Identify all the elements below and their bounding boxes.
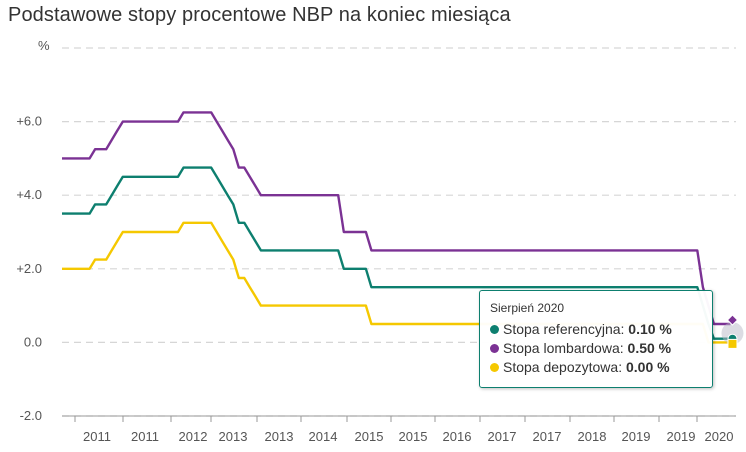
x-axis-ticks: 2011 2011 2012 2013 2013 2014 2015 2015 2016 2017…	[74, 416, 734, 444]
x-tick-label: 2019	[667, 429, 696, 444]
tooltip-value: 0.50 %	[627, 340, 672, 356]
x-tick-label: 2013	[265, 429, 294, 444]
series-line-stopa-referencyjna	[62, 166, 731, 340]
x-tick-label: 2014	[309, 429, 338, 444]
y-tick-label: +6.0	[16, 114, 42, 129]
y-axis-ticks: % +6.0 +4.0 +2.0 0.0 -2.0	[16, 38, 50, 423]
x-tick-label: 2018	[578, 429, 607, 444]
x-tick-label: 2017	[533, 429, 562, 444]
tooltip-label: Stopa depozytowa:	[503, 359, 623, 375]
x-tick-label: 2013	[219, 429, 248, 444]
y-axis-unit-label: %	[38, 38, 50, 53]
tooltip-value: 0.00 %	[625, 359, 670, 375]
tooltip-label: Stopa lombardowa:	[503, 340, 624, 356]
x-tick-label: 2019	[622, 429, 651, 444]
x-tick-label: 2015	[399, 429, 428, 444]
x-tick-label: 2016	[443, 429, 472, 444]
y-tick-label: +2.0	[16, 261, 42, 276]
x-tick-label: 2012	[179, 429, 208, 444]
tooltip-row-referencyjna: Stopa referencyjna: 0.10 %	[490, 320, 702, 339]
tooltip-row-depozytowa: Stopa depozytowa: 0.00 %	[490, 358, 702, 377]
tooltip-label: Stopa referencyjna:	[503, 321, 625, 337]
tooltip-value: 0.10 %	[628, 321, 672, 337]
y-tick-label: -2.0	[20, 408, 42, 423]
y-tick-label: +4.0	[16, 187, 42, 202]
x-tick-label: 2011	[131, 429, 159, 444]
hover-markers	[721, 314, 744, 349]
hover-halo	[721, 322, 744, 345]
x-tick-label: 2015	[355, 429, 384, 444]
hover-tooltip: Sierpień 2020 Stopa referencyjna: 0.10 %…	[479, 290, 713, 388]
x-tick-label: 2020	[705, 429, 734, 444]
x-tick-label: 2017	[488, 429, 517, 444]
tooltip-title: Sierpień 2020	[490, 301, 565, 315]
x-tick-label: 2011	[83, 429, 111, 444]
series-line-stopa-lombardowa	[62, 111, 731, 326]
series-dot-icon	[490, 325, 499, 334]
chart-title: Podstawowe stopy procentowe NBP na konie…	[8, 4, 511, 26]
marker-lombardowa	[726, 314, 739, 326]
y-tick-label: 0.0	[24, 334, 42, 349]
marker-depozytowa	[727, 338, 738, 349]
series-dot-icon	[490, 344, 499, 353]
tooltip-row-lombardowa: Stopa lombardowa: 0.50 %	[490, 339, 702, 358]
series-dot-icon	[490, 363, 499, 372]
